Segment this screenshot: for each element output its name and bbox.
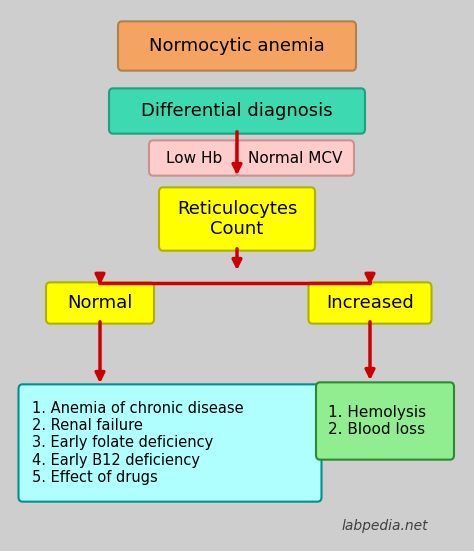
FancyBboxPatch shape [18, 385, 321, 501]
Text: 1. Anemia of chronic disease
2. Renal failure
3. Early folate deficiency
4. Earl: 1. Anemia of chronic disease 2. Renal fa… [33, 401, 244, 485]
Text: Increased: Increased [326, 294, 414, 312]
FancyBboxPatch shape [159, 187, 315, 251]
Text: Reticulocytes
Count: Reticulocytes Count [177, 199, 297, 239]
Text: Normal MCV: Normal MCV [248, 150, 342, 165]
FancyBboxPatch shape [149, 141, 239, 176]
Text: Normocytic anemia: Normocytic anemia [149, 37, 325, 55]
FancyBboxPatch shape [316, 382, 454, 460]
FancyBboxPatch shape [309, 282, 431, 323]
FancyBboxPatch shape [118, 21, 356, 71]
FancyBboxPatch shape [109, 88, 365, 134]
FancyBboxPatch shape [236, 141, 354, 176]
Text: labpedia.net: labpedia.net [342, 519, 428, 533]
FancyBboxPatch shape [46, 282, 154, 323]
Text: Normal: Normal [67, 294, 133, 312]
Text: 1. Hemolysis
2. Blood loss: 1. Hemolysis 2. Blood loss [328, 405, 426, 437]
Text: Differential diagnosis: Differential diagnosis [141, 102, 333, 120]
Text: Low Hb: Low Hb [166, 150, 222, 165]
